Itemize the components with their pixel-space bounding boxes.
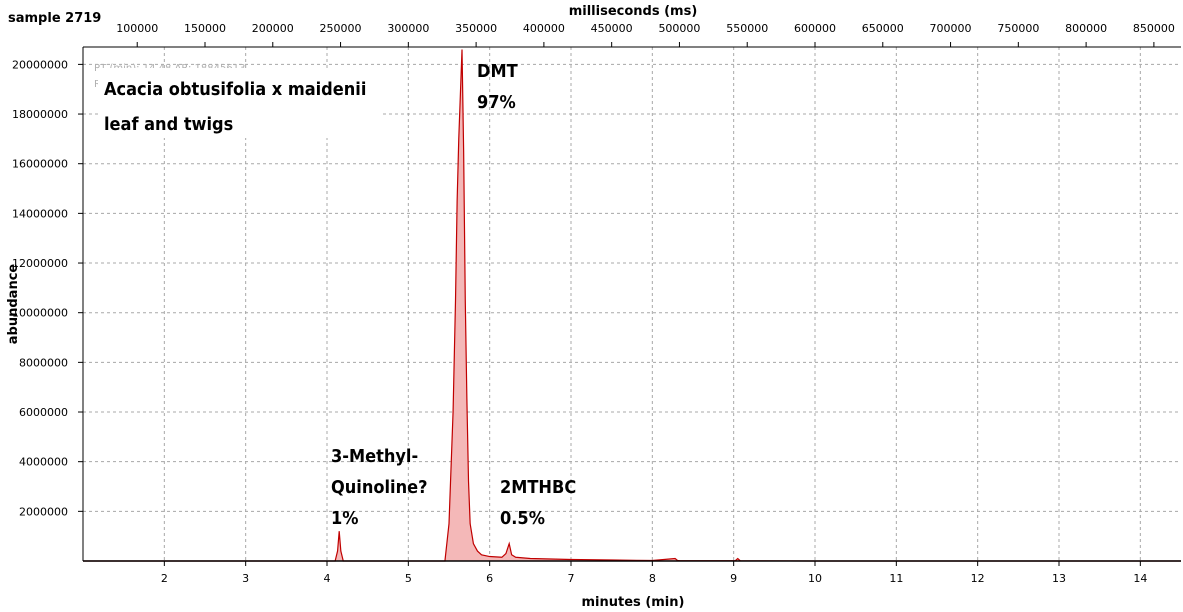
x-tick-label-11: 13 xyxy=(1052,572,1066,585)
x-tick-label-4: 6 xyxy=(486,572,493,585)
x-tick-label-3: 5 xyxy=(405,572,412,585)
title-box xyxy=(98,68,380,138)
x-tick-label-9: 11 xyxy=(889,572,903,585)
x-tick-label-1: 3 xyxy=(242,572,249,585)
x-tick-label-12: 14 xyxy=(1133,572,1147,585)
x2-tick-label-9: 550000 xyxy=(726,22,768,35)
x2-tick-label-8: 500000 xyxy=(658,22,700,35)
annotation-2mthbc-line2: 0.5% xyxy=(500,508,545,529)
x2-tick-label-10: 600000 xyxy=(794,22,836,35)
x2-tick-label-12: 700000 xyxy=(930,22,972,35)
annotation-2mthbc-line1: 2MTHBC xyxy=(500,477,576,498)
y-tick-label-8: 18000000 xyxy=(12,108,68,121)
x2-tick-label-5: 350000 xyxy=(455,22,497,35)
trace-layer xyxy=(83,49,1181,562)
x-tick-label-5: 7 xyxy=(568,572,575,585)
x-tick-label-8: 10 xyxy=(808,572,822,585)
annotation-quinoline-line2: Quinoline? xyxy=(331,477,428,498)
chart-title-line1: Acacia obtusifolia x maidenii xyxy=(104,79,366,100)
annotation-dmt-line1: DMT xyxy=(477,61,518,82)
y-tick-label-6: 14000000 xyxy=(12,207,68,220)
x-axis-title: minutes (min) xyxy=(582,595,685,610)
x2-tick-label-1: 150000 xyxy=(184,22,226,35)
x-tick-label-0: 2 xyxy=(161,572,168,585)
x-tick-label-10: 12 xyxy=(971,572,985,585)
faint-header-line2: R xyxy=(94,79,101,90)
x2-tick-label-11: 650000 xyxy=(862,22,904,35)
x2-tick-label-0: 100000 xyxy=(116,22,158,35)
chart-title-line2: leaf and twigs xyxy=(104,114,233,135)
y-tick-label-4: 10000000 xyxy=(12,307,68,320)
y-tick-label-1: 4000000 xyxy=(19,456,68,469)
grid-layer xyxy=(83,47,1181,561)
x-tick-label-2: 4 xyxy=(324,572,331,585)
y-tick-label-2: 6000000 xyxy=(19,406,68,419)
sample-label: sample 2719 xyxy=(8,11,101,26)
ticks-layer: 2 3 4 5 6 7 8 9 10 11 12 13 14 100000 150000 200000 2500… xyxy=(12,22,1175,585)
x2-tick-label-13: 750000 xyxy=(997,22,1039,35)
x2-axis-title: milliseconds (ms) xyxy=(569,4,698,19)
x2-tick-label-4: 300000 xyxy=(387,22,429,35)
y-tick-label-7: 16000000 xyxy=(12,158,68,171)
x2-tick-label-2: 200000 xyxy=(252,22,294,35)
y-tick-label-0: 2000000 xyxy=(19,505,68,518)
annotation-quinoline-line3: 1% xyxy=(331,508,359,529)
x2-tick-label-7: 450000 xyxy=(591,22,633,35)
chromatogram-line xyxy=(83,49,1181,562)
y-axis-title: abundance xyxy=(6,264,21,345)
x-tick-label-7: 9 xyxy=(730,572,737,585)
x2-tick-label-14: 800000 xyxy=(1065,22,1107,35)
y-tick-label-5: 12000000 xyxy=(12,257,68,270)
y-tick-label-3: 8000000 xyxy=(19,356,68,369)
x2-tick-label-3: 250000 xyxy=(320,22,362,35)
axes-layer xyxy=(82,46,1181,562)
x2-tick-label-15: 850000 xyxy=(1133,22,1175,35)
y-tick-label-9: 20000000 xyxy=(12,58,68,71)
annotation-dmt-line2: 97% xyxy=(477,92,516,113)
x-tick-label-6: 8 xyxy=(649,572,656,585)
annotation-quinoline-line1: 3-Methyl- xyxy=(331,446,418,467)
x2-tick-label-6: 400000 xyxy=(523,22,565,35)
